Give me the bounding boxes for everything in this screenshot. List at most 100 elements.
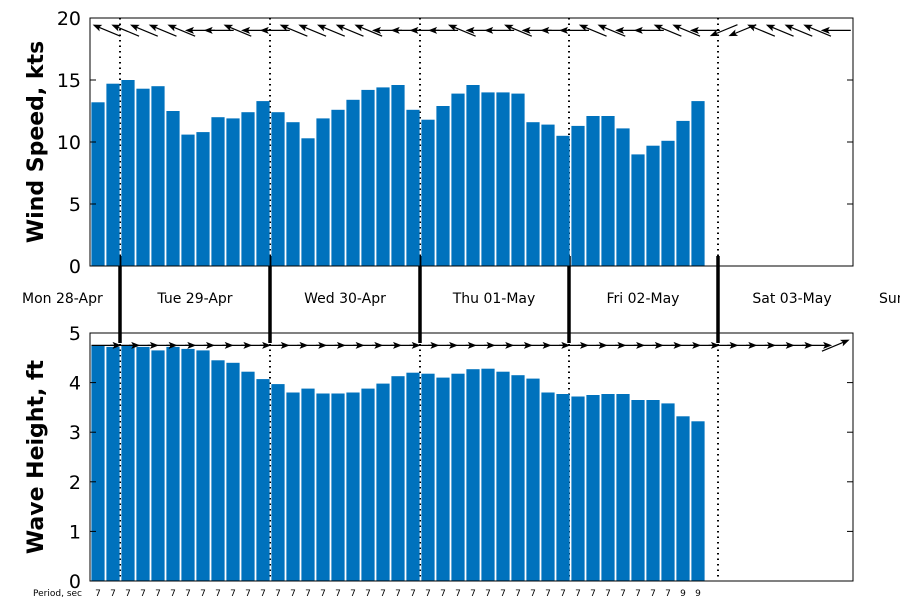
wave-direction-arrow (821, 339, 850, 352)
period-value: 7 (455, 589, 461, 599)
wind-direction-arrow (803, 24, 832, 37)
wind-bar (406, 109, 420, 266)
period-value: 7 (200, 589, 206, 599)
wind-direction-arrows (92, 24, 851, 37)
wind-direction-arrow (504, 24, 532, 37)
period-value: 7 (245, 589, 251, 599)
period-value: 7 (275, 589, 281, 599)
period-value: 7 (665, 589, 671, 599)
period-value: 7 (260, 589, 266, 599)
period-value: 7 (320, 589, 326, 599)
period-value: 7 (95, 589, 101, 599)
wave-bar (241, 371, 255, 581)
wave-bar (91, 345, 105, 581)
wind-speed-bars (91, 80, 705, 267)
wave-bar (226, 362, 240, 581)
wave-bar (316, 393, 330, 581)
wind-direction-arrow (747, 24, 776, 37)
wind-bar (526, 122, 540, 266)
wind-direction-arrow (167, 24, 196, 37)
wind-bar (286, 122, 300, 266)
wave-bar (376, 383, 390, 581)
period-value: 7 (470, 589, 476, 599)
wind-bar (196, 132, 210, 266)
wind-direction-arrow (484, 26, 515, 34)
period-value: 7 (170, 589, 176, 599)
wind-bar (136, 88, 150, 266)
wind-bar (181, 134, 195, 266)
wind-direction-arrow (259, 26, 290, 34)
wave-bar (346, 392, 360, 581)
wind-direction-arrow (820, 26, 851, 34)
period-value: 7 (605, 589, 611, 599)
wave-y-axis-label: Wave Height, ft (24, 359, 49, 554)
wind-y-axis-label: Wind Speed, kts (24, 41, 49, 243)
wave-bar (631, 400, 645, 581)
wind-direction-arrow (223, 24, 252, 37)
wave-bar (481, 368, 495, 581)
day-divider-lines (118, 18, 720, 581)
period-value: 7 (395, 589, 401, 599)
period-value: 7 (440, 589, 446, 599)
period-value: 7 (485, 589, 491, 599)
wind-speed-panel: 0 5 10 15 20 Wind Speed, kts (24, 8, 854, 278)
wave-bar (106, 346, 120, 581)
wind-bar (166, 111, 180, 266)
period-value: 9 (680, 589, 686, 599)
wave-bar (451, 373, 465, 581)
wave-bar (661, 403, 675, 581)
period-value: 7 (125, 589, 131, 599)
wind-direction-arrow (130, 24, 158, 37)
wave-bar (136, 346, 150, 581)
period-value: 7 (650, 589, 656, 599)
wind-bar (226, 118, 240, 267)
period-value: 7 (290, 589, 296, 599)
wave-bar (256, 379, 270, 581)
period-value: 7 (365, 589, 371, 599)
wind-bar (616, 128, 630, 266)
wind-bar (661, 140, 675, 266)
wind-bar (571, 125, 585, 267)
day-label: Sun (879, 291, 900, 307)
day-label: Tue 29-Apr (156, 291, 232, 307)
wave-bar (181, 348, 195, 581)
wave-bar (676, 416, 690, 581)
wave-tick-label: 4 (69, 373, 81, 395)
wave-tick-label: 5 (69, 323, 81, 345)
wind-bar (211, 117, 225, 266)
wind-direction-arrow (92, 24, 121, 37)
wind-bar (121, 80, 135, 266)
wind-bar (541, 124, 555, 266)
wind-bar (676, 120, 690, 267)
wave-y-axis: 0 1 2 3 4 5 (69, 323, 853, 593)
wind-bar (691, 101, 705, 266)
period-value: 9 (695, 589, 701, 599)
wind-bar (316, 118, 330, 267)
wind-bar (331, 109, 345, 266)
wind-bar (271, 112, 285, 266)
wind-tick-label: 10 (57, 132, 81, 154)
wave-bar (616, 394, 630, 581)
day-label: Thu 01-May (452, 291, 536, 307)
wind-bar (436, 106, 450, 266)
period-value: 7 (230, 589, 236, 599)
wave-bar (526, 378, 540, 581)
period-value: 7 (110, 589, 116, 599)
wave-tick-label: 0 (69, 571, 81, 593)
wave-bar (151, 350, 165, 581)
wind-bar (631, 154, 645, 266)
wind-direction-arrow (633, 26, 664, 34)
wind-bar (556, 135, 570, 266)
wind-tick-label: 20 (57, 8, 81, 30)
wind-bar (376, 87, 390, 267)
wind-direction-arrow (578, 24, 607, 37)
wind-bar (646, 145, 660, 266)
wave-bar (541, 392, 555, 581)
period-label: Period, sec (33, 589, 82, 599)
wind-direction-arrow (428, 26, 459, 34)
period-value: 7 (620, 589, 626, 599)
wave-bar (436, 377, 450, 581)
period-value: 7 (215, 589, 221, 599)
wind-direction-arrow (728, 24, 757, 37)
